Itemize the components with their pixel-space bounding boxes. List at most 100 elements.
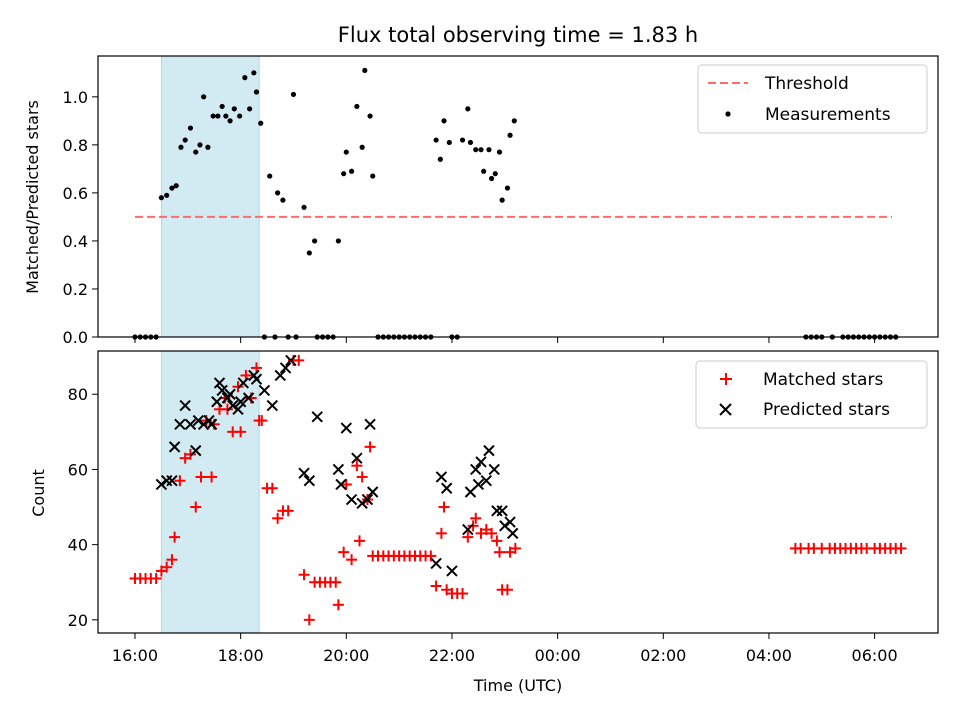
measurement-point <box>488 175 495 182</box>
measurement-point <box>348 168 355 174</box>
matched-marker <box>161 561 173 573</box>
predicted-marker <box>356 497 368 509</box>
predicted-marker <box>470 463 482 476</box>
measurement-point <box>258 120 264 126</box>
measurement-point <box>507 132 513 138</box>
legend-predicted-swatch <box>719 403 732 416</box>
matched-marker <box>340 478 352 490</box>
predicted-marker <box>446 565 458 577</box>
matched-marker <box>235 426 247 438</box>
highlight-span <box>160 55 260 338</box>
predicted-marker <box>340 422 353 434</box>
matched-marker <box>430 580 442 592</box>
measurement-point <box>215 113 221 119</box>
predicted-marker <box>364 418 376 431</box>
measurement-point <box>251 70 257 76</box>
predicted-marker <box>242 392 255 404</box>
matched-marker <box>354 535 366 547</box>
measurement-point <box>253 89 260 95</box>
measurement-point <box>275 190 281 196</box>
measurement-point <box>187 125 194 131</box>
predicted-marker <box>213 377 226 389</box>
predicted-marker <box>504 516 516 528</box>
matched-marker <box>206 471 218 483</box>
y-tick-label: 0.8 <box>63 136 88 155</box>
matched-marker <box>184 448 196 460</box>
predicted-marker <box>237 377 249 389</box>
y-tick-label: 0.4 <box>63 232 88 251</box>
measurement-point <box>359 144 365 150</box>
predicted-marker <box>507 527 519 540</box>
measurement-point <box>433 137 439 143</box>
measurement-point <box>306 250 312 256</box>
predicted-marker <box>224 388 236 400</box>
x-tick-label: 18:00 <box>218 646 264 665</box>
y-tick-label: 20 <box>68 611 88 630</box>
y-tick-label: 0.0 <box>63 328 88 347</box>
predicted-marker <box>480 475 493 487</box>
measurement-point <box>341 171 347 177</box>
measurement-point <box>441 118 447 124</box>
measurement-point <box>459 137 466 143</box>
y-tick-label: 0.6 <box>63 184 88 203</box>
predicted-marker <box>266 399 279 412</box>
panel-count: 20 40 60 80 16:00 18:00 20:00 22:00 00:00 02:00 0… <box>29 350 939 665</box>
highlight-span <box>160 350 260 634</box>
measurement-point <box>223 113 229 119</box>
matched-marker <box>462 531 474 543</box>
matched-marker <box>457 588 469 600</box>
measurement-point <box>301 204 307 210</box>
predicted-marker <box>155 478 168 491</box>
predicted-marker <box>174 418 186 431</box>
measurement-point <box>437 156 443 162</box>
matched-marker <box>303 614 315 626</box>
measurement-point <box>231 106 237 112</box>
predicted-marker <box>279 362 292 374</box>
predicted-marker <box>345 493 358 506</box>
predicted-marker <box>367 486 379 498</box>
matched-marker <box>272 512 284 524</box>
measurement-point <box>164 192 170 198</box>
measurement-point <box>182 137 188 143</box>
matched-marker <box>494 546 506 558</box>
matched-marker <box>169 531 181 543</box>
measurement-point <box>267 173 273 179</box>
x-tick-label: 04:00 <box>746 646 792 665</box>
matched-marker <box>425 550 437 562</box>
matched-marker <box>895 542 907 554</box>
matched-marker <box>467 520 479 532</box>
y-tick-label: 1.0 <box>63 88 88 107</box>
x-tick-label: 02:00 <box>640 646 686 665</box>
measurement-point <box>446 139 452 146</box>
measurement-point <box>236 113 243 119</box>
measurement-point <box>496 149 503 155</box>
measurement-point <box>343 149 349 155</box>
matched-marker <box>356 471 368 483</box>
measurement-point <box>492 171 498 177</box>
matched-marker <box>256 415 268 427</box>
matched-marker <box>174 475 186 487</box>
predicted-marker <box>285 354 297 367</box>
predicted-marker <box>496 505 508 517</box>
legend-measurements-swatch <box>725 111 731 117</box>
measurement-point <box>370 173 376 179</box>
measurement-point <box>354 103 360 110</box>
measurement-point <box>473 147 479 153</box>
measurement-point <box>193 149 199 155</box>
measurement-point <box>173 183 179 189</box>
y-tick-label: 40 <box>68 536 88 555</box>
x-axis-label: Time (UTC) <box>473 676 562 695</box>
matched-marker <box>266 482 278 494</box>
legend-matched-swatch <box>720 373 732 385</box>
axes-frame-bottom <box>97 350 939 634</box>
measurement-point <box>205 144 211 150</box>
matched-marker <box>364 441 376 453</box>
x-tick-label: 20:00 <box>323 646 369 665</box>
y-tick-label: 80 <box>68 385 88 404</box>
measurement-point <box>481 168 487 174</box>
matched-marker <box>346 554 358 566</box>
measurement-point <box>290 91 297 98</box>
predicted-marker <box>298 467 310 479</box>
predicted-marker <box>435 471 448 483</box>
measurement-point <box>335 238 341 244</box>
